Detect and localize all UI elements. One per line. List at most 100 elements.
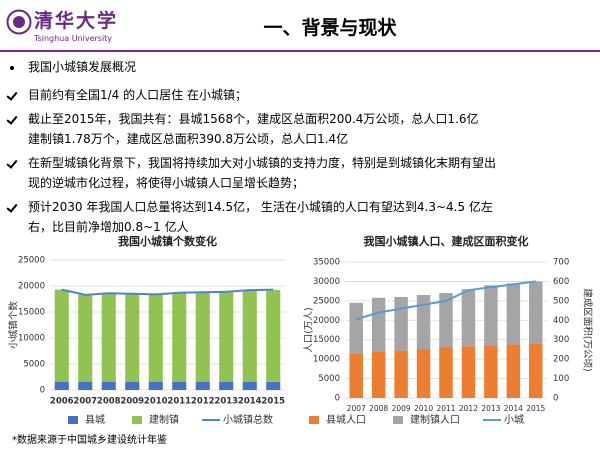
bar-segment <box>219 381 234 390</box>
y2-tick-label: 100 <box>553 374 569 384</box>
x-tick-label: 2010 <box>144 397 168 407</box>
y-tick-label: 0 <box>40 386 45 396</box>
bar-segment <box>461 289 476 347</box>
y-tick-label: 20000 <box>18 282 45 292</box>
bar-segment <box>54 289 69 382</box>
bar-segment <box>125 293 140 382</box>
bullet-line: 预计2030 年我国人口总量将达到14.5亿， 生活在小城镇的人口有望达到4.3… <box>28 200 493 214</box>
x-tick-label: 2013 <box>481 404 500 413</box>
line <box>355 280 536 321</box>
x-tick-label: 2012 <box>191 397 215 407</box>
y-tick-label: 5000 <box>23 360 45 370</box>
y-tick-label: 5000 <box>318 374 340 384</box>
y-tick-label: 25000 <box>18 256 45 266</box>
y-tick-label: 10000 <box>18 334 45 344</box>
x-tick-label: 2008 <box>369 404 388 413</box>
chart-title: 我国小城镇人口、建成区面积变化 <box>364 234 529 248</box>
bar-segment <box>242 290 257 382</box>
x-tick-label: 2015 <box>261 397 285 407</box>
bar-segment <box>416 349 431 398</box>
bar-segment <box>371 297 386 352</box>
chart: 我国小城镇个数变化 0 5000 10000 15000 20000 25000 小城镇个数 2… <box>8 234 286 426</box>
bar-segment <box>529 281 543 344</box>
legend-swatch <box>309 416 319 424</box>
y2-tick-label: 600 <box>553 277 569 287</box>
bullet: 目前约有全国1/4 的人口居住 在小城镇； <box>6 86 596 106</box>
bullet-line: 建制镇1.78万个，建成区总面积390.8万公顷，总人口1.4亿 <box>28 131 349 146</box>
y-tick-label: 30000 <box>313 277 340 287</box>
bar-segment <box>172 292 187 382</box>
line <box>61 288 274 296</box>
legend-swatch <box>393 416 403 424</box>
legend-swatch <box>68 416 78 424</box>
y2-tick-label: 500 <box>553 296 569 306</box>
y-tick-label: 0 <box>335 394 340 404</box>
bar-segment <box>416 295 431 350</box>
logo-name: 清华大学 <box>34 10 119 32</box>
bar-segment <box>349 353 363 398</box>
x-tick-label: 2007 <box>73 397 97 407</box>
bar-segment <box>439 347 453 398</box>
bullet-line: 目前约有全国1/4 的人口居住 在小城镇； <box>28 87 247 102</box>
emblem <box>6 9 32 35</box>
bullet: 我国小城镇发展概况 <box>6 58 596 78</box>
y2-tick-label: 400 <box>553 316 569 326</box>
x-tick-label: 2014 <box>238 397 262 407</box>
y-tick-label: 10000 <box>313 355 340 365</box>
y2-tick-label: 300 <box>553 335 569 345</box>
bullet-line: 截止至2015年，我国共有：县城1568个，建成区总面积200.4万公顷，总人口… <box>28 112 479 126</box>
bar-segment <box>506 344 521 398</box>
legend-label: 县城人口 <box>326 414 366 426</box>
logo-sub: Tsinghua University <box>34 34 113 43</box>
bar-segment <box>484 345 498 398</box>
bar-segment <box>394 296 408 351</box>
y2-tick-label: 200 <box>553 355 569 365</box>
x-tick-label: 2010 <box>414 404 433 413</box>
bullet-list: 我国小城镇发展概况目前约有全国1/4 的人口居住 在小城镇； 截止至2015年，我… <box>6 58 596 242</box>
bar-segment <box>172 381 187 390</box>
bar-segment <box>195 381 210 390</box>
bar-segment <box>484 285 498 346</box>
bar-segment <box>506 283 521 345</box>
x-tick-label: 2011 <box>167 397 191 407</box>
bar-segment <box>195 292 210 382</box>
bar-segment <box>439 293 453 348</box>
chart-title: 我国小城镇个数变化 <box>118 234 217 248</box>
bar-segment <box>101 381 116 390</box>
x-tick-label: 2011 <box>436 404 455 413</box>
legend-label: 县城 <box>85 414 105 426</box>
x-tick-label: 2008 <box>97 397 121 407</box>
y-axis-title: 小城镇个数 <box>8 301 20 349</box>
logo: 清华大学 Tsinghua University <box>34 6 118 43</box>
y-tick-label: 25000 <box>313 296 340 306</box>
bar-segment <box>78 381 93 390</box>
slide-title: 一、背景与现状 <box>263 17 397 39</box>
y2-tick-label: 700 <box>553 258 569 268</box>
y-tick-label: 15000 <box>313 335 340 345</box>
legend-label: 小城镇总数 <box>223 413 273 426</box>
bar-segment <box>78 294 93 382</box>
bar-segment <box>242 381 257 390</box>
legend-label: 建制镇 <box>149 413 179 426</box>
x-tick-label: 2015 <box>526 404 545 413</box>
bullet-line: 我国小城镇发展概况 <box>28 60 137 74</box>
bar-segment <box>266 381 281 390</box>
x-tick-label: 2012 <box>459 404 478 413</box>
legend-swatch <box>132 416 142 424</box>
y-axis-title: 人口(万人) <box>304 307 315 352</box>
y-tick-label: 20000 <box>313 316 340 326</box>
bar-segment <box>54 381 69 390</box>
x-tick-label: 2007 <box>347 404 366 413</box>
bullet: 预计2030 年我国人口总量将达到14.5亿， 生活在小城镇的人口有望达到4.3… <box>6 198 596 237</box>
bar-segment <box>529 343 543 398</box>
y2-axis-title: 建成区面积(万公顷) <box>582 288 594 371</box>
bar-segment <box>219 291 234 382</box>
bullet: 截止至2015年，我国共有：县城1568个，建成区总面积200.4万公顷，总人口… <box>6 110 596 149</box>
bar-segment <box>371 351 386 398</box>
legend-label: 建制镇人口 <box>410 413 460 426</box>
x-tick-label: 2009 <box>392 404 411 413</box>
bullet: 在新型城镇化背景下，我国将持续加大对小城镇的支持力度，特别是到城镇化末期有望出现… <box>6 154 596 193</box>
bar-segment <box>148 294 163 382</box>
x-tick-label: 2014 <box>504 404 523 413</box>
